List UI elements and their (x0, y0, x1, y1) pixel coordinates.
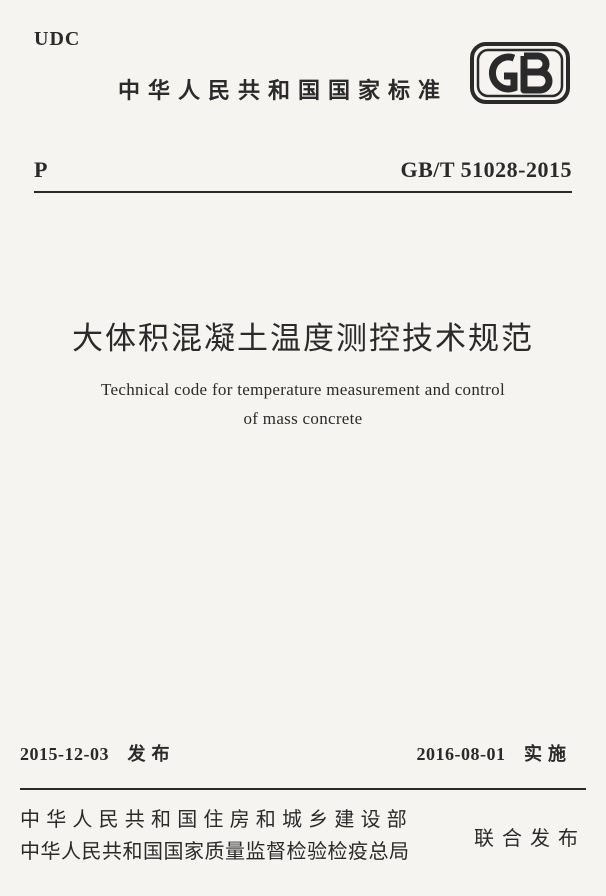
issue-date-block: 2015-12-03 发布 (20, 740, 176, 766)
effective-date: 2016-08-01 (417, 744, 506, 764)
udc-label: UDC (34, 28, 80, 51)
standard-code: GB/T 51028-2015 (400, 157, 572, 183)
title-chinese: 大体积混凝土温度测控技术规范 (34, 313, 572, 358)
title-english-line2: of mass concrete (243, 409, 362, 428)
effective-date-block: 2016-08-01 实施 (417, 740, 573, 766)
issue-label: 发布 (128, 744, 176, 764)
title-english-line1: Technical code for temperature measureme… (101, 380, 505, 399)
joint-issue-label: 联合发布 (474, 822, 586, 851)
issuers-block: 中华人民共和国住房和城乡建设部 中华人民共和国国家质量监督检验检疫总局 联合发布 (20, 804, 586, 868)
gb-logo (470, 42, 570, 109)
issue-date: 2015-12-03 (20, 744, 109, 764)
dates-row: 2015-12-03 发布 2016-08-01 实施 (20, 740, 572, 766)
issuer-list: 中华人民共和国住房和城乡建设部 中华人民共和国国家质量监督检验检疫总局 (20, 804, 413, 868)
issuer-line1: 中华人民共和国住房和城乡建设部 (20, 804, 413, 836)
footer-rule (20, 788, 586, 790)
issuer-line2: 中华人民共和国国家质量监督检验检疫总局 (20, 836, 413, 868)
effective-label: 实施 (524, 744, 572, 764)
p-category-label: P (34, 157, 47, 183)
header-rule (34, 191, 572, 193)
title-english: Technical code for temperature measureme… (34, 376, 572, 434)
